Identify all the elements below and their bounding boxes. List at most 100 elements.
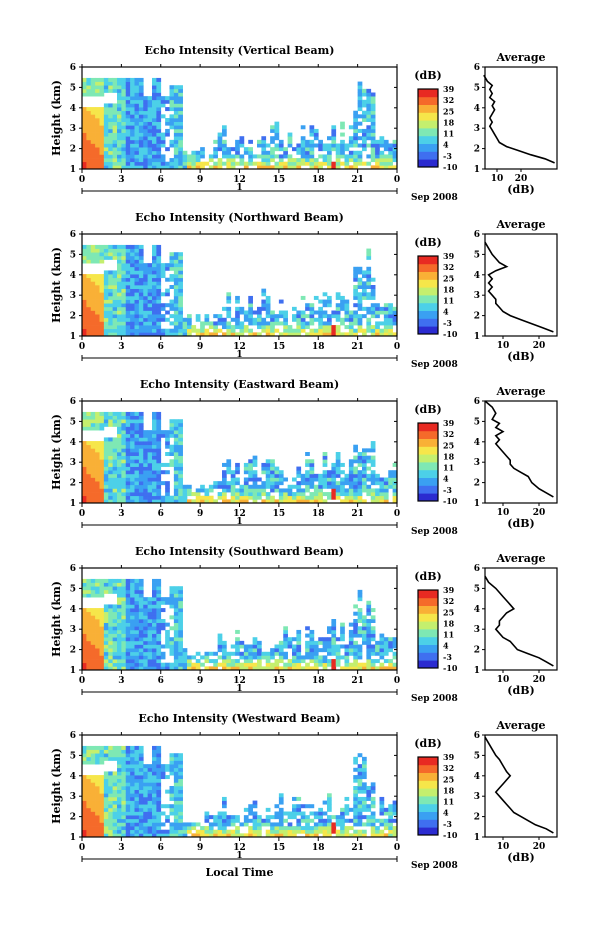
heatmap-cell [152,154,157,159]
heatmap-cell [222,139,227,144]
heatmap-cell [296,829,302,834]
heatmap-cell [270,165,275,170]
heatmap-cell [82,459,87,464]
heatmap-cell [82,666,87,671]
heatmap-cell [252,811,258,816]
heatmap-cell [160,139,166,144]
heatmap-cell [143,619,148,623]
heatmap-cell [95,608,100,613]
heatmap-cell [366,161,372,166]
heatmap-cell [112,626,118,631]
heatmap-cell [117,775,122,780]
heatmap-cell [117,147,122,152]
heatmap-cell [357,266,363,271]
heatmap-cell [143,829,148,834]
average-x-tick-label: 10 [497,508,510,518]
heatmap-cell [366,132,372,137]
heatmap-cell [248,150,253,155]
heatmap-cell [305,147,310,152]
heatmap-cell [138,415,144,420]
heatmap-cell [117,822,122,827]
heatmap-cell [287,822,293,827]
heatmap-cell [125,611,131,616]
heatmap-cell [160,600,166,605]
heatmap-cell [318,477,323,482]
heatmap-cell [217,640,223,645]
heatmap-cell [173,158,179,163]
heatmap-cell [108,274,113,279]
heatmap-cell [362,786,367,790]
heatmap-cell [187,829,192,834]
heatmap-cell [117,426,122,431]
heatmap-cell [152,615,157,620]
heatmap-cell [178,433,183,438]
heatmap-cell [173,800,179,805]
heatmap-cell [327,154,332,159]
heatmap-cell [322,332,328,337]
heatmap-cell [86,811,92,816]
y-tick-label: 5 [70,417,76,427]
heatmap-cell [283,165,288,170]
heatmap-cell [95,749,100,754]
heatmap-cell [318,161,323,166]
heatmap-cell [147,782,153,787]
heatmap-cell [235,314,240,319]
heatmap-cell [138,629,144,634]
heatmap-cell [86,582,92,587]
heatmap-cell [156,81,162,86]
heatmap-cell [95,793,100,798]
heatmap-cell [388,826,393,831]
heatmap-cell [86,107,92,112]
heatmap-cell [156,263,162,268]
heatmap-cell [195,317,201,322]
heatmap-cell [340,295,345,300]
heatmap-cell [191,150,197,155]
heatmap-cell [138,633,144,638]
colorbar-tick-label: -10 [443,329,458,339]
heatmap-cell [152,433,157,438]
heatmap-cell [169,753,175,758]
heatmap-cell [138,473,144,478]
heatmap-cell [370,822,376,827]
heatmap-cell [331,477,337,482]
heatmap-cell [200,150,205,155]
heatmap-cell [173,128,179,133]
heatmap-cell [292,804,297,809]
heatmap-cell [103,415,109,420]
heatmap-cell [265,303,271,308]
heatmap-cell [90,455,96,460]
heatmap-cell [226,822,232,827]
heatmap-cell [112,328,118,333]
heatmap-cell [125,771,131,776]
heatmap-cell [147,640,153,645]
heatmap-cell [152,415,157,420]
heatmap-cell [353,154,358,159]
heatmap-cell [121,147,127,152]
heatmap-cell [296,811,302,816]
heatmap-cell [82,321,87,326]
heatmap-cell [130,749,135,754]
heatmap-cell [82,248,87,253]
heatmap-cell [108,325,113,330]
heatmap-cell [82,753,87,758]
heatmap-cell [357,314,363,319]
heatmap-cell [169,99,175,104]
heatmap-cell [366,128,372,133]
heatmap-cell [95,495,100,500]
heatmap-cell [90,244,96,249]
heatmap-cell [169,161,175,166]
heatmap-cell [117,644,122,649]
heatmap-cell [340,470,345,475]
heatmap-cell [90,749,96,754]
heatmap-cell [125,99,131,104]
heatmap-cell [108,633,113,638]
heatmap-cell [322,325,328,330]
heatmap-cell [173,815,179,820]
heatmap-cell [313,833,319,838]
heatmap-cell [252,492,258,497]
heatmap-cell [305,829,310,834]
heatmap-cell [169,586,175,591]
y-axis-label: Height (km) [50,414,63,490]
heatmap-cell [134,114,140,119]
heatmap-cell [117,285,122,289]
